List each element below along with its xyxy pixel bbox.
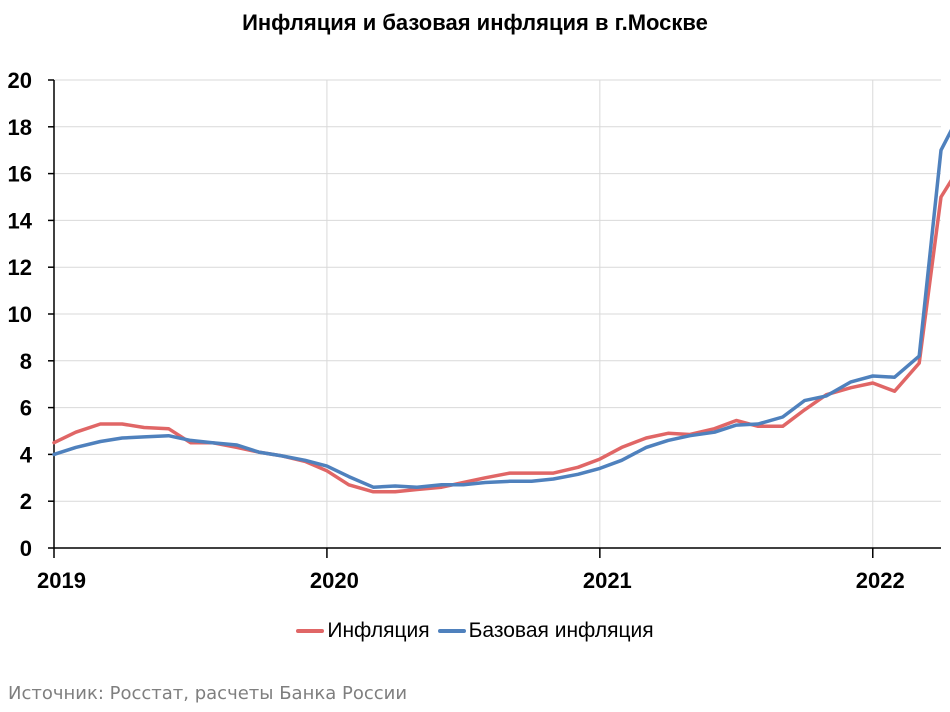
y-tick-label: 2: [20, 489, 32, 514]
legend-swatch: [437, 629, 466, 633]
series-line-1: [52, 179, 950, 494]
y-tick-label: 4: [20, 442, 33, 467]
series-line-2: [52, 129, 950, 489]
y-tick-label: 12: [8, 255, 32, 280]
legend-label: Базовая инфляция: [468, 619, 654, 642]
y-tick-label: 18: [8, 115, 32, 140]
x-tick-label: 2019: [37, 568, 86, 593]
source-note: Источник: Росстат, расчеты Банка России: [8, 683, 408, 704]
gridlines: [54, 79, 941, 548]
x-tick-label: 2022: [856, 568, 905, 593]
y-tick-label: 14: [8, 208, 33, 233]
series-lines: [52, 129, 950, 494]
legend: Инфляция Базовая инфляция: [0, 615, 950, 643]
y-tick-label: 20: [8, 68, 32, 93]
y-tick-label: 0: [20, 536, 32, 561]
y-tick-label: 16: [8, 162, 32, 187]
x-tick-label: 2020: [310, 568, 359, 593]
legend-label: Инфляция: [327, 619, 430, 642]
legend-item-1: Инфляция: [296, 619, 430, 643]
y-tick-label: 8: [20, 349, 32, 374]
legend-swatch: [296, 629, 325, 633]
y-tick-label: 6: [20, 396, 32, 421]
tick-labels: 0 2 4 6 8 10 12 14 16 18 20 2019 2020 2021 2022: [8, 68, 905, 593]
x-tick-label: 2021: [583, 568, 632, 593]
y-tick-label: 10: [8, 302, 32, 327]
chart-title: Инфляция и базовая инфляция в г.Москве: [242, 10, 708, 35]
legend-item-2: Базовая инфляция: [437, 619, 654, 643]
axes: [48, 79, 941, 558]
